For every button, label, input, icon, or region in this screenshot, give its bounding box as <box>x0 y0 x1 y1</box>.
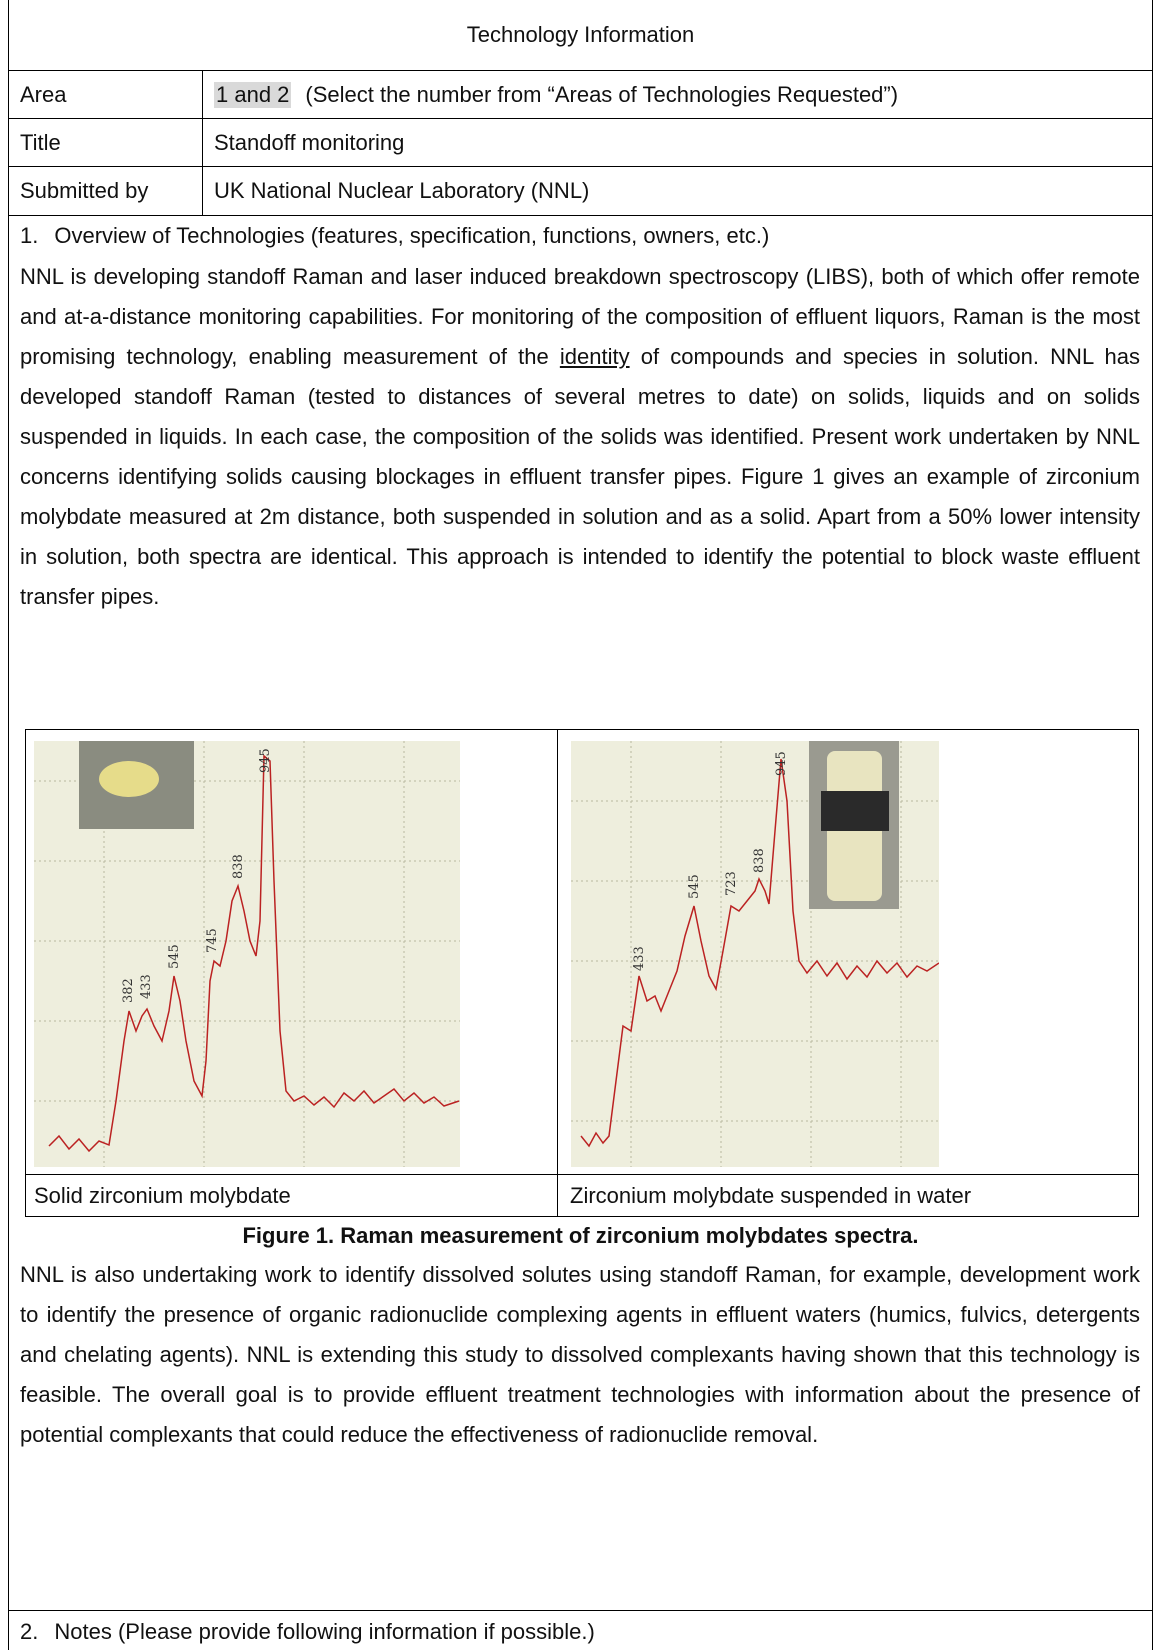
page: Technology Information Area 1 and 2 (Sel… <box>0 0 1157 1650</box>
spectrum-image: 433 545 723 838 945 <box>571 741 939 1167</box>
peak-label: 723 <box>724 871 739 896</box>
panel-caption: Zirconium molybdate suspended in water <box>570 1175 971 1217</box>
paragraph: NNL is also undertaking work to identify… <box>20 1255 1140 1455</box>
inset-clamp <box>821 791 889 831</box>
row-value: UK National Nuclear Laboratory (NNL) <box>214 167 589 215</box>
border <box>8 1610 1153 1611</box>
row-value: 1 and 2 (Select the number from “Areas o… <box>214 71 898 118</box>
section-title: Notes (Please provide following informat… <box>54 1619 594 1645</box>
peak-label: 945 <box>774 751 789 776</box>
peak-label: 382 <box>121 978 136 1003</box>
peak-label: 433 <box>139 974 154 999</box>
section-title: Overview of Technologies (features, spec… <box>54 223 769 249</box>
border <box>1152 0 1153 1650</box>
spectrum-image: 382 433 545 745 838 945 <box>34 741 460 1167</box>
header: Technology Information <box>8 12 1153 58</box>
section-heading: 2. Notes (Please provide following infor… <box>20 1612 595 1652</box>
peak-label: 545 <box>687 874 702 899</box>
border <box>8 118 1153 119</box>
peak-label: 745 <box>205 928 220 953</box>
text: of compounds and species in solution. NN… <box>20 344 1140 609</box>
row-label: Title <box>20 119 61 166</box>
area-note: (Select the number from “Areas of Techno… <box>305 82 898 108</box>
underlined-text: identity <box>560 344 630 369</box>
area-number: 1 and 2 <box>214 82 291 108</box>
inset-sample <box>99 761 159 797</box>
peak-label: 838 <box>231 854 246 879</box>
section-number: 1. <box>20 223 38 249</box>
section-heading: 1. Overview of Technologies (features, s… <box>20 216 769 256</box>
peak-label: 945 <box>258 748 273 773</box>
peak-label: 545 <box>167 944 182 969</box>
row-label: Submitted by <box>20 167 148 215</box>
panel-caption: Solid zirconium molybdate <box>34 1175 291 1217</box>
peak-label: 433 <box>632 946 647 971</box>
section-number: 2. <box>20 1619 38 1645</box>
paragraph: NNL is developing standoff Raman and las… <box>20 257 1140 617</box>
border <box>8 0 9 1650</box>
row-value: Standoff monitoring <box>214 119 404 166</box>
border <box>557 729 558 1217</box>
peak-label: 838 <box>752 848 767 873</box>
border <box>202 70 203 216</box>
figure-caption: Figure 1. Raman measurement of zirconium… <box>8 1218 1153 1254</box>
row-label: Area <box>20 71 66 118</box>
